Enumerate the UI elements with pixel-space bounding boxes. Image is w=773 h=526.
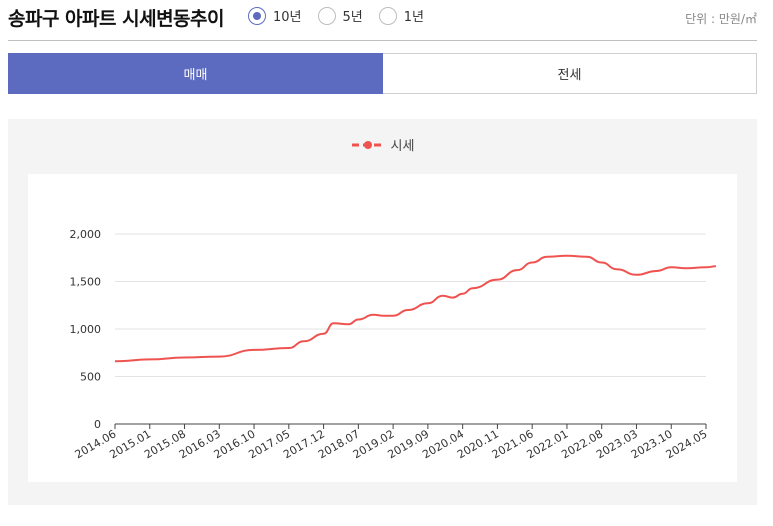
y-tick-label: 0 bbox=[94, 418, 101, 431]
trade-type-tabs: 매매 전세 bbox=[8, 53, 757, 94]
period-option-label[interactable]: 10년 bbox=[273, 10, 302, 25]
period-option-10y[interactable]: 10년 bbox=[248, 6, 302, 25]
chart-legend[interactable]: 시세 bbox=[8, 135, 757, 154]
line-chart: 05001,0001,5002,0002014.062015.012015.08… bbox=[70, 228, 716, 461]
period-radio-group: 10년 5년 1년 bbox=[248, 6, 440, 25]
page-title: 송파구 아파트 시세변동추이 bbox=[8, 8, 225, 30]
header: 송파구 아파트 시세변동추이 10년 5년 1년 단위 : 만원/㎡ bbox=[0, 0, 773, 40]
unit-label: 단위 : 만원/㎡ bbox=[685, 12, 757, 26]
period-option-5y[interactable]: 5년 bbox=[317, 6, 363, 25]
plot-area: 0 500 1,000 1,500 2,000 2014.06 2015.01 2015.08… bbox=[28, 174, 737, 482]
period-option-1y[interactable]: 1년 bbox=[378, 6, 424, 25]
y-tick-label: 500 bbox=[80, 371, 101, 384]
legend-label: 시세 bbox=[390, 139, 415, 154]
tab-jeonse[interactable]: 전세 bbox=[383, 53, 757, 94]
tab-sale[interactable]: 매매 bbox=[8, 53, 383, 94]
radio-icon[interactable] bbox=[248, 6, 266, 25]
y-tick-label: 1,000 bbox=[70, 323, 102, 336]
y-tick-label: 2,000 bbox=[70, 228, 102, 241]
series-line bbox=[114, 254, 716, 363]
radio-icon[interactable] bbox=[378, 6, 397, 25]
chart-panel: 시세 0 500 1,000 1,500 2,000 2014.06 2015.01 2015… bbox=[8, 119, 757, 505]
radio-icon[interactable] bbox=[317, 6, 336, 25]
y-tick-label: 1,500 bbox=[70, 276, 102, 289]
radio-dot-icon bbox=[253, 11, 261, 20]
legend-line-marker-icon bbox=[351, 140, 384, 149]
period-option-label[interactable]: 5년 bbox=[342, 10, 363, 25]
period-option-label[interactable]: 1년 bbox=[403, 10, 424, 25]
header-divider bbox=[8, 40, 757, 41]
